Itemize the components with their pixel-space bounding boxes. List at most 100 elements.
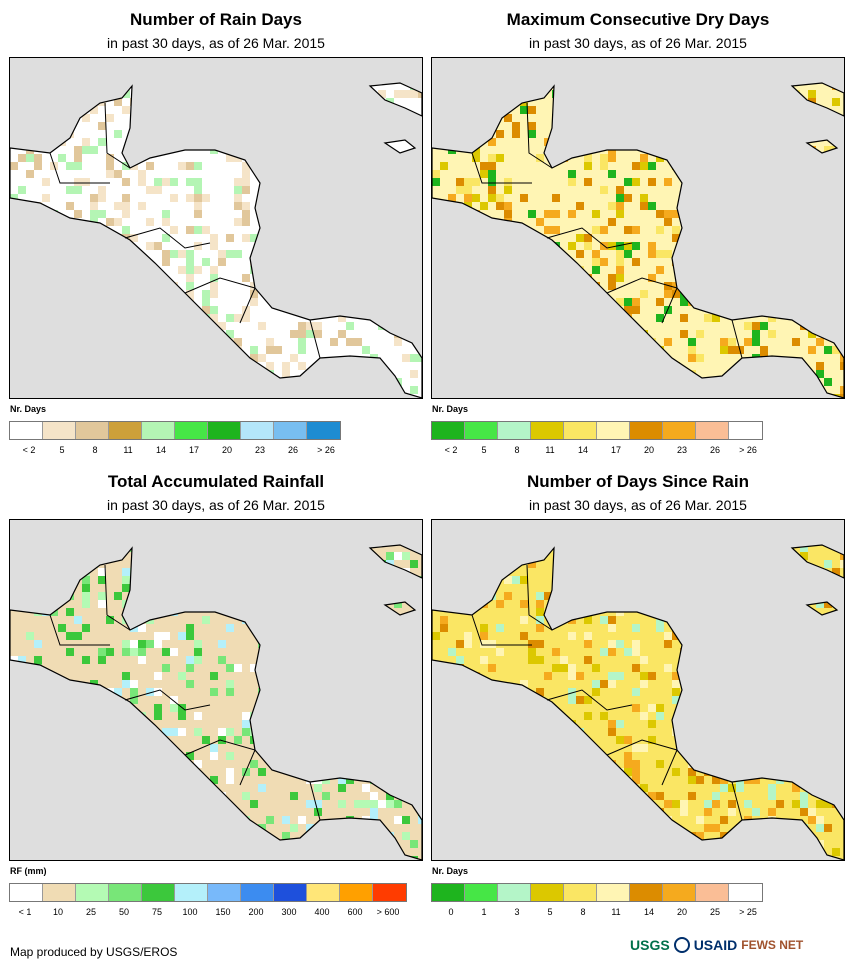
legend-tick-label: 5 [547,907,553,917]
map-canvas [432,82,844,398]
fewsnet-logo: FEWS NET [741,938,804,952]
legend-tick-label: 1 [481,907,487,917]
panel-title: Total Accumulated Rainfall [107,472,325,491]
usgs-logo: USGS [630,937,670,953]
agency-logos: USGS USAID FEWS NET [630,932,803,958]
legend-tick-label: 23 [254,445,266,455]
legend-swatch [630,422,663,439]
legend-swatch [373,884,406,901]
coastline [432,544,844,860]
land-area [432,545,844,860]
panel-title: Maximum Consecutive Dry Days [506,10,770,29]
legend-tick-label: 20 [676,907,688,917]
country-borders [49,102,321,359]
legend-tick-label: 0 [448,907,454,917]
panel-subtitle: in past 30 days, as of 26 Mar. 2015 [529,35,747,51]
legend-tick-label: 200 [248,907,264,917]
map-days-since-rain[interactable] [431,519,845,861]
coastline [10,82,422,398]
legend-colorbar [9,421,341,440]
legend-swatch [663,422,696,439]
legend-title: Nr. Days [432,866,469,876]
legend-swatch [10,884,43,901]
panel-total-rainfall: Total Accumulated Rainfall in past 30 da… [6,462,426,927]
legend-swatch [729,422,762,439]
legend-tick-label: 14 [577,445,589,455]
panel-rain-days: Number of Rain Days in past 30 days, as … [6,0,426,465]
legend-swatch [109,884,142,901]
legend-swatch [432,422,465,439]
pixel-grid [10,545,422,860]
map-max-dry-days[interactable] [431,57,845,399]
legend-swatch [432,884,465,901]
legend-swatch [274,422,307,439]
legend-tick-label: 400 [314,907,330,917]
panel-days-since-rain: Number of Days Since Rain in past 30 day… [428,462,848,927]
legend-tick-label: 17 [188,445,200,455]
legend-swatch [597,422,630,439]
country-borders [471,564,743,821]
legend-tick-label: < 2 [444,445,458,455]
legend-tick-label: 300 [281,907,297,917]
credit-text: Map produced by USGS/EROS [10,945,178,959]
legend-tick-label: 75 [151,907,163,917]
legend-swatch [142,884,175,901]
map-total-rainfall[interactable] [9,519,423,861]
legend-tick-label: 8 [92,445,98,455]
legend-tick-label: 600 [347,907,363,917]
legend-tick-label: 11 [611,907,621,917]
legend-tick-label: 26 [287,445,299,455]
legend-swatch [465,422,498,439]
legend-swatch [241,422,274,439]
legend-swatch [498,422,531,439]
legend-swatch [564,422,597,439]
legend-tick-label: 8 [514,445,520,455]
legend-swatch [43,422,76,439]
country-borders [49,564,321,821]
legend-tick-label: > 26 [317,445,335,455]
legend-colorbar [9,883,407,902]
legend-swatch [307,422,340,439]
legend-swatch [531,422,564,439]
legend-tick-label: 25 [85,907,97,917]
legend-swatch [340,884,373,901]
country-borders [471,102,743,359]
legend-swatch [307,884,340,901]
legend-tick-label: > 25 [739,907,757,917]
panel-title: Number of Days Since Rain [526,472,749,491]
legend-swatch [696,422,729,439]
legend-swatch [43,884,76,901]
legend-swatch [729,884,762,901]
land-area [432,83,844,398]
legend-swatch [630,884,663,901]
legend-swatch [274,884,307,901]
legend-tick-label: 8 [580,907,586,917]
legend-swatch [531,884,564,901]
usaid-logo: USAID [693,937,738,953]
legend-tick-label: 11 [545,445,555,455]
panel-subtitle: in past 30 days, as of 26 Mar. 2015 [529,497,747,513]
legend-tick-label: 14 [155,445,167,455]
legend-colorbar [431,883,763,902]
map-canvas [10,544,422,860]
legend-swatch [597,884,630,901]
panel-max-dry-days: Maximum Consecutive Dry Days in past 30 … [428,0,848,465]
legend-tick-label: 10 [52,907,64,917]
legend-tick-label: 11 [123,445,133,455]
legend-tick-label: 26 [709,445,721,455]
legend-tick-label: 5 [59,445,65,455]
legend-swatch [76,884,109,901]
legend-tick-label: 25 [709,907,721,917]
legend-title: Nr. Days [432,404,469,414]
legend-swatch [10,422,43,439]
legend-tick-label: 150 [215,907,231,917]
map-rain-days[interactable] [9,57,423,399]
map-canvas [432,544,844,860]
legend-tick-label: 20 [643,445,655,455]
legend-swatch [208,422,241,439]
legend-tick-label: 3 [514,907,520,917]
legend-tick-label: > 26 [739,445,757,455]
legend-tick-label: 20 [221,445,233,455]
legend-swatch [564,884,597,901]
legend-swatch [663,884,696,901]
